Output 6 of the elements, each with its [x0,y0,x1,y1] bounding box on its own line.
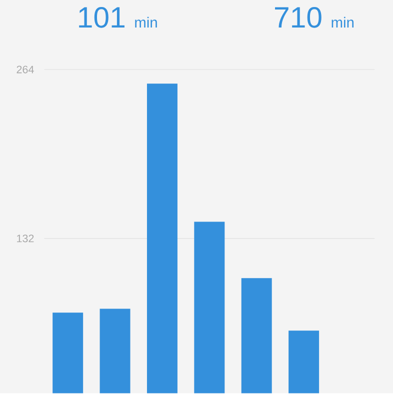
text: 101 [79,7,124,28]
y-tick-label: 132 [16,234,34,242]
text: min [135,16,157,28]
text: min [332,16,354,28]
text: 710 [274,7,322,28]
y-tick-label: 264 [16,66,34,74]
